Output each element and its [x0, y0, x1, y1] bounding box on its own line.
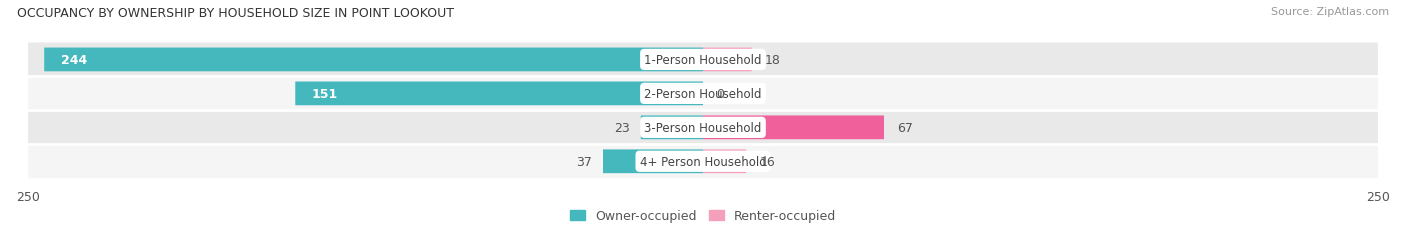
- FancyBboxPatch shape: [603, 150, 703, 173]
- Text: 23: 23: [614, 121, 630, 134]
- FancyBboxPatch shape: [28, 77, 1378, 111]
- Text: 2-Person Household: 2-Person Household: [644, 88, 762, 100]
- Text: 0: 0: [717, 88, 724, 100]
- Text: Source: ZipAtlas.com: Source: ZipAtlas.com: [1271, 7, 1389, 17]
- Text: 1-Person Household: 1-Person Household: [644, 54, 762, 67]
- Text: 151: 151: [312, 88, 337, 100]
- Text: 3-Person Household: 3-Person Household: [644, 121, 762, 134]
- Text: OCCUPANCY BY OWNERSHIP BY HOUSEHOLD SIZE IN POINT LOOKOUT: OCCUPANCY BY OWNERSHIP BY HOUSEHOLD SIZE…: [17, 7, 454, 20]
- Text: 16: 16: [759, 155, 776, 168]
- Text: 18: 18: [765, 54, 780, 67]
- FancyBboxPatch shape: [641, 116, 703, 140]
- Text: 67: 67: [897, 121, 914, 134]
- Text: 4+ Person Household: 4+ Person Household: [640, 155, 766, 168]
- FancyBboxPatch shape: [28, 111, 1378, 145]
- FancyBboxPatch shape: [28, 43, 1378, 77]
- FancyBboxPatch shape: [44, 48, 703, 72]
- Text: 244: 244: [60, 54, 87, 67]
- Text: 37: 37: [576, 155, 592, 168]
- FancyBboxPatch shape: [703, 150, 747, 173]
- FancyBboxPatch shape: [703, 48, 752, 72]
- FancyBboxPatch shape: [28, 145, 1378, 179]
- FancyBboxPatch shape: [295, 82, 703, 106]
- FancyBboxPatch shape: [703, 116, 884, 140]
- Legend: Owner-occupied, Renter-occupied: Owner-occupied, Renter-occupied: [569, 210, 837, 222]
